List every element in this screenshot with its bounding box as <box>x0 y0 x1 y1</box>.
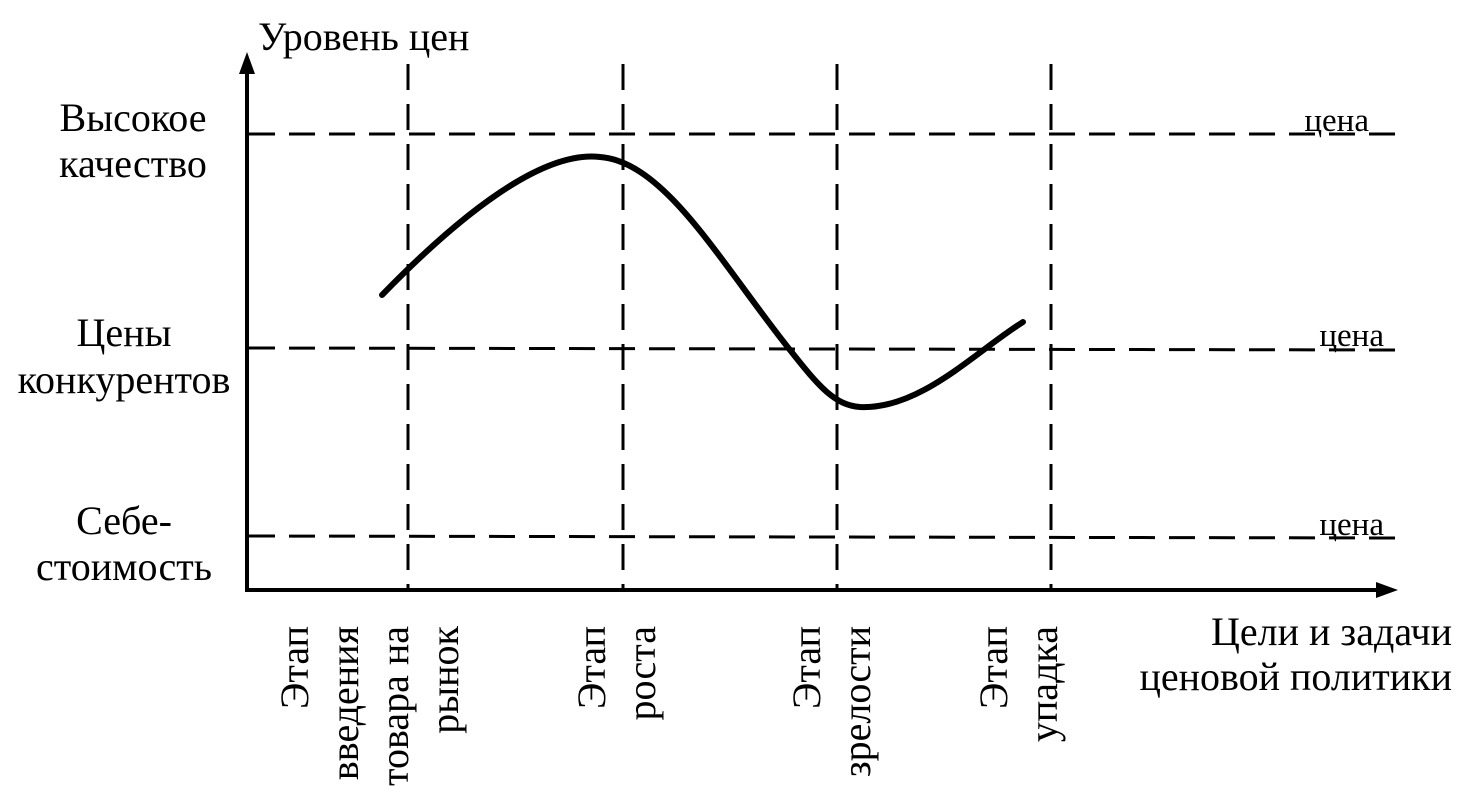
x-axis-title-line-2: ценовой политики <box>1139 654 1452 699</box>
y-axis-arrowhead <box>239 52 255 74</box>
level-label-line: Цены <box>77 310 172 355</box>
stage-label-line: Этап <box>784 626 829 709</box>
y-axis-title: Уровень цен <box>258 14 469 59</box>
stage-label-introduction: Этап введения товара на рынок <box>272 625 467 786</box>
level-line-cost <box>248 534 1399 540</box>
stage-label-line: введения <box>322 626 367 780</box>
level-right-label-high-quality: цена <box>1304 103 1369 139</box>
level-label-line: Высокое <box>60 95 207 140</box>
axes <box>245 70 1385 592</box>
level-right-label-competitors: цена <box>1319 318 1384 354</box>
level-label-high-quality: Высокое качество <box>59 95 207 186</box>
level-label-cost: Себе- стоимость <box>36 498 212 589</box>
stage-label-line: роста <box>619 626 664 721</box>
stage-label-line: рынок <box>422 625 467 733</box>
stage-label-line: товара на <box>372 626 417 786</box>
level-label-line: качество <box>59 141 207 186</box>
level-label-line: конкурентов <box>18 357 231 402</box>
stage-label-growth: Этап роста <box>569 626 664 721</box>
level-right-label-cost: цена <box>1319 507 1384 543</box>
level-label-competitors: Цены конкурентов <box>18 310 231 402</box>
stage-label-line: зрелости <box>834 626 879 777</box>
stage-label-maturity: Этап зрелости <box>784 626 879 777</box>
price-curve <box>379 153 1026 411</box>
x-axis-arrowhead <box>1376 582 1398 598</box>
stage-label-line: Этап <box>569 626 614 709</box>
stage-label-decline: Этап упадка <box>971 626 1066 742</box>
level-label-line: Себе- <box>76 498 172 543</box>
stage-boundary-lines <box>406 64 1053 590</box>
x-axis-title-line-1: Цели и задачи <box>1211 609 1452 654</box>
stage-label-line: Этап <box>272 626 317 709</box>
price-level-lines <box>248 132 1399 540</box>
level-label-line: стоимость <box>36 544 212 589</box>
stage-label-line: упадка <box>1021 626 1066 742</box>
stage-label-line: Этап <box>971 626 1016 709</box>
level-line-competitors <box>248 346 1399 352</box>
